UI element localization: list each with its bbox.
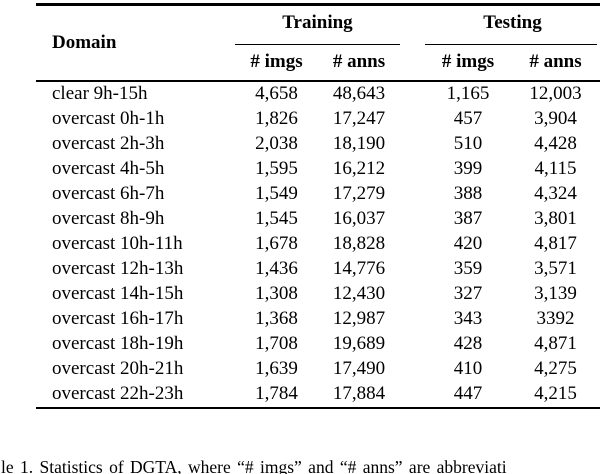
cell-test-imgs: 428 bbox=[453, 333, 483, 354]
column-header-train-anns: # anns bbox=[332, 51, 386, 72]
cell-train-imgs: 2,038 bbox=[255, 133, 298, 154]
cell-test-imgs: 447 bbox=[453, 383, 483, 404]
table-body: clear 9h-15h 4,658 48,643 1,165 12,003 o… bbox=[36, 82, 600, 407]
cell-train-anns: 17,490 bbox=[332, 358, 386, 379]
cell-domain: overcast 8h-9h bbox=[52, 208, 165, 229]
table-header-rule bbox=[36, 79, 600, 82]
cell-train-imgs: 1,678 bbox=[255, 233, 298, 254]
cell-test-imgs: 1,165 bbox=[446, 83, 490, 104]
cell-domain: overcast 20h-21h bbox=[52, 358, 184, 379]
cell-test-anns: 3,904 bbox=[534, 108, 577, 129]
cell-domain: overcast 0h-1h bbox=[52, 108, 165, 129]
testing-cmidrule bbox=[425, 43, 597, 45]
statistics-table: Domain Training Testing # imgs # anns # … bbox=[36, 3, 600, 409]
cell-test-imgs: 410 bbox=[453, 358, 483, 379]
cell-train-imgs: 1,436 bbox=[255, 258, 298, 279]
cell-test-anns: 3392 bbox=[536, 308, 575, 329]
cell-train-anns: 17,279 bbox=[332, 183, 386, 204]
cell-train-anns: 12,987 bbox=[332, 308, 386, 329]
table-row: overcast 18h-19h 1,708 19,689 428 4,871 bbox=[36, 332, 600, 357]
cell-train-imgs: 4,658 bbox=[255, 83, 298, 104]
cell-test-anns: 4,215 bbox=[534, 383, 577, 404]
column-header-test-anns: # anns bbox=[529, 51, 582, 72]
cell-test-imgs: 327 bbox=[453, 283, 483, 304]
table-row: overcast 0h-1h 1,826 17,247 457 3,904 bbox=[36, 107, 600, 132]
cell-test-imgs: 359 bbox=[453, 258, 483, 279]
cell-test-imgs: 388 bbox=[453, 183, 483, 204]
cell-domain: overcast 6h-7h bbox=[52, 183, 165, 204]
cell-train-imgs: 1,308 bbox=[255, 283, 298, 304]
cell-domain: overcast 14h-15h bbox=[52, 283, 184, 304]
table-header: Domain Training Testing # imgs # anns # … bbox=[36, 6, 600, 80]
cell-train-imgs: 1,595 bbox=[255, 158, 298, 179]
table-row: overcast 12h-13h 1,436 14,776 359 3,571 bbox=[36, 257, 600, 282]
cell-test-imgs: 510 bbox=[453, 133, 483, 154]
cell-test-anns: 4,115 bbox=[534, 158, 577, 179]
cell-test-imgs: 457 bbox=[453, 108, 483, 129]
cell-train-imgs: 1,639 bbox=[255, 358, 298, 379]
cell-test-anns: 4,428 bbox=[534, 133, 577, 154]
cell-domain: overcast 12h-13h bbox=[52, 258, 184, 279]
cell-train-anns: 18,828 bbox=[332, 233, 386, 254]
cell-test-anns: 4,275 bbox=[534, 358, 577, 379]
cell-train-imgs: 1,826 bbox=[255, 108, 298, 129]
cell-domain: overcast 16h-17h bbox=[52, 308, 184, 329]
cell-test-imgs: 420 bbox=[453, 233, 483, 254]
cell-train-imgs: 1,368 bbox=[255, 308, 298, 329]
cell-domain: overcast 4h-5h bbox=[52, 158, 165, 179]
cell-test-imgs: 343 bbox=[453, 308, 483, 329]
cell-train-anns: 18,190 bbox=[332, 133, 386, 154]
cell-domain: clear 9h-15h bbox=[52, 83, 148, 104]
cell-train-anns: 16,212 bbox=[332, 158, 386, 179]
cell-test-imgs: 399 bbox=[453, 158, 483, 179]
cell-domain: overcast 10h-11h bbox=[52, 233, 183, 254]
table-row: overcast 14h-15h 1,308 12,430 327 3,139 bbox=[36, 282, 600, 307]
cell-train-imgs: 1,549 bbox=[255, 183, 298, 204]
table-row: overcast 22h-23h 1,784 17,884 447 4,215 bbox=[36, 382, 600, 407]
cell-train-anns: 17,884 bbox=[332, 383, 386, 404]
column-group-testing: Testing bbox=[483, 12, 542, 33]
cell-test-imgs: 387 bbox=[453, 208, 483, 229]
cell-test-anns: 3,801 bbox=[534, 208, 577, 229]
cell-test-anns: 3,139 bbox=[534, 283, 577, 304]
column-header-domain: Domain bbox=[52, 31, 117, 53]
cell-test-anns: 4,817 bbox=[534, 233, 577, 254]
table-row: overcast 20h-21h 1,639 17,490 410 4,275 bbox=[36, 357, 600, 382]
cell-domain: overcast 22h-23h bbox=[52, 383, 184, 404]
cell-test-anns: 4,871 bbox=[534, 333, 577, 354]
cell-train-imgs: 1,784 bbox=[255, 383, 298, 404]
table-bottom-rule bbox=[36, 406, 600, 409]
column-group-training: Training bbox=[282, 12, 353, 33]
cell-train-anns: 12,430 bbox=[332, 283, 386, 304]
table-row: overcast 8h-9h 1,545 16,037 387 3,801 bbox=[36, 207, 600, 232]
table-top-rule bbox=[36, 3, 600, 6]
table-row: overcast 6h-7h 1,549 17,279 388 4,324 bbox=[36, 182, 600, 207]
cell-train-anns: 14,776 bbox=[332, 258, 386, 279]
cell-domain: overcast 18h-19h bbox=[52, 333, 184, 354]
column-header-train-imgs: # imgs bbox=[250, 51, 303, 72]
cell-train-anns: 19,689 bbox=[332, 333, 386, 354]
table-row: overcast 16h-17h 1,368 12,987 343 3392 bbox=[36, 307, 600, 332]
cell-train-anns: 16,037 bbox=[332, 208, 386, 229]
column-header-test-imgs: # imgs bbox=[441, 51, 495, 72]
cell-domain: overcast 2h-3h bbox=[52, 133, 165, 154]
cell-train-imgs: 1,545 bbox=[255, 208, 298, 229]
cell-train-anns: 48,643 bbox=[332, 83, 386, 104]
table-caption: le 1. Statistics of DGTA, where “# imgs”… bbox=[1, 457, 507, 474]
table-row: clear 9h-15h 4,658 48,643 1,165 12,003 bbox=[36, 82, 600, 107]
table-row: overcast 10h-11h 1,678 18,828 420 4,817 bbox=[36, 232, 600, 257]
cell-train-anns: 17,247 bbox=[332, 108, 386, 129]
cell-test-anns: 12,003 bbox=[529, 83, 582, 104]
table-row: overcast 2h-3h 2,038 18,190 510 4,428 bbox=[36, 132, 600, 157]
cell-test-anns: 3,571 bbox=[534, 258, 577, 279]
table-row: overcast 4h-5h 1,595 16,212 399 4,115 bbox=[36, 157, 600, 182]
cell-test-anns: 4,324 bbox=[534, 183, 577, 204]
cell-train-imgs: 1,708 bbox=[255, 333, 298, 354]
training-cmidrule bbox=[235, 43, 400, 45]
